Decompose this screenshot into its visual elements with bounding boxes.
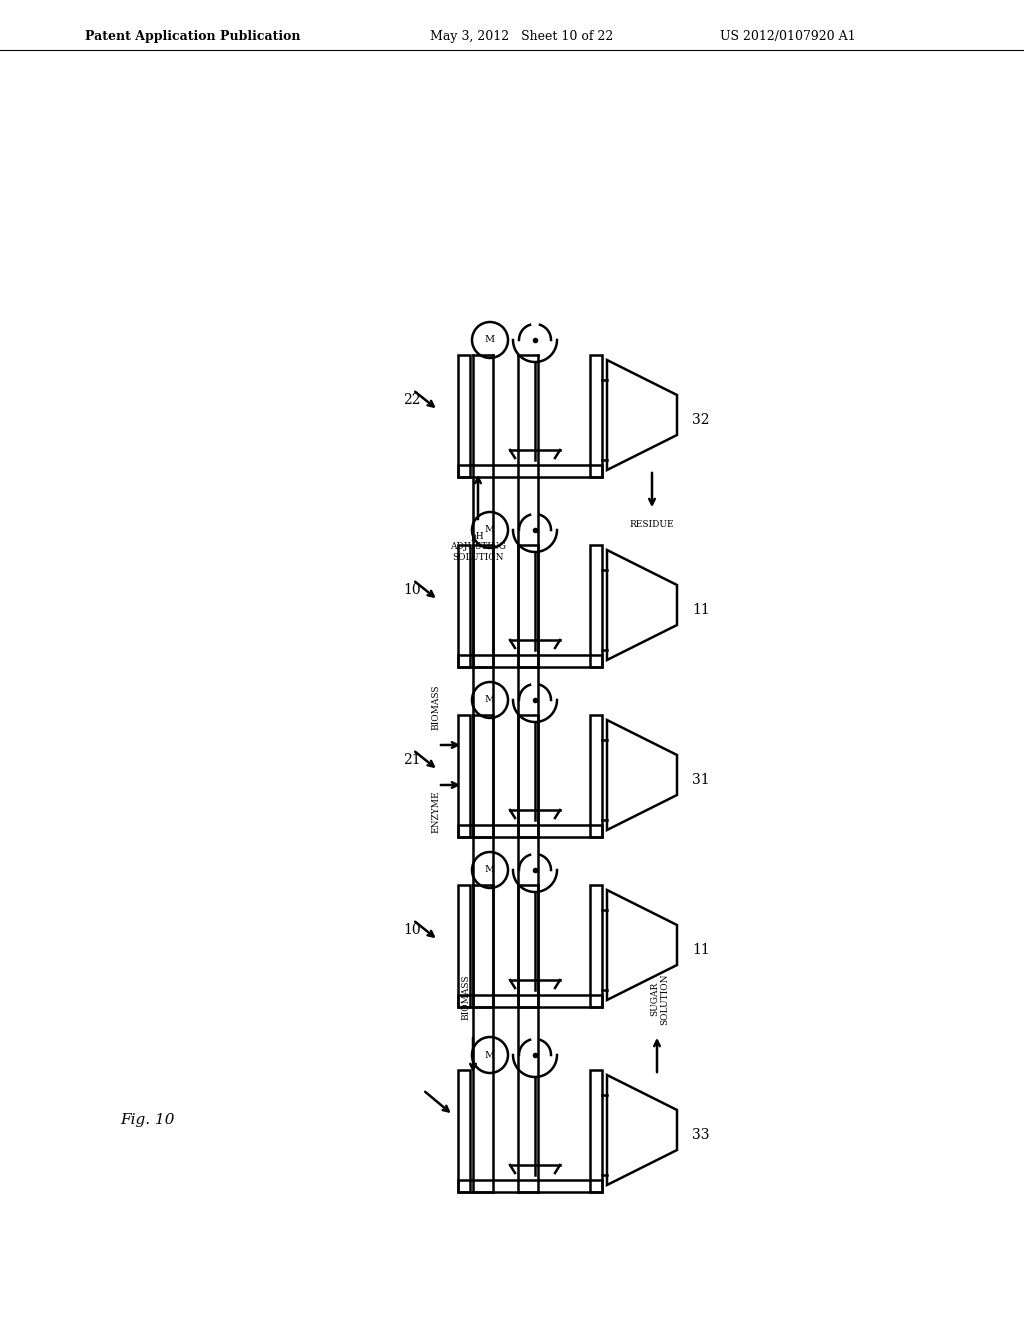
Text: BIOMASS: BIOMASS — [431, 685, 440, 730]
Text: BIOMASS: BIOMASS — [462, 974, 470, 1020]
Text: 11: 11 — [692, 603, 710, 616]
Text: pH
ADJUSTING
SOLUTION: pH ADJUSTING SOLUTION — [450, 532, 506, 562]
Text: ENZYME: ENZYME — [431, 789, 440, 833]
Text: M: M — [485, 335, 495, 345]
Text: M: M — [485, 525, 495, 535]
Text: RESIDUE: RESIDUE — [630, 520, 675, 529]
Text: 21: 21 — [403, 752, 421, 767]
Text: 31: 31 — [692, 774, 710, 787]
Text: 11: 11 — [692, 942, 710, 957]
Text: Patent Application Publication: Patent Application Publication — [85, 30, 300, 44]
Text: M: M — [485, 696, 495, 705]
Text: M: M — [485, 1051, 495, 1060]
Text: SUGAR
SOLUTION: SUGAR SOLUTION — [650, 974, 670, 1026]
Text: 32: 32 — [692, 413, 710, 426]
Text: 33: 33 — [692, 1129, 710, 1142]
Text: Fig. 10: Fig. 10 — [120, 1113, 174, 1127]
Text: 22: 22 — [403, 393, 421, 407]
Text: 10: 10 — [403, 923, 421, 937]
Text: May 3, 2012   Sheet 10 of 22: May 3, 2012 Sheet 10 of 22 — [430, 30, 613, 44]
Text: 10: 10 — [403, 583, 421, 597]
Text: M: M — [485, 866, 495, 874]
Text: US 2012/0107920 A1: US 2012/0107920 A1 — [720, 30, 856, 44]
